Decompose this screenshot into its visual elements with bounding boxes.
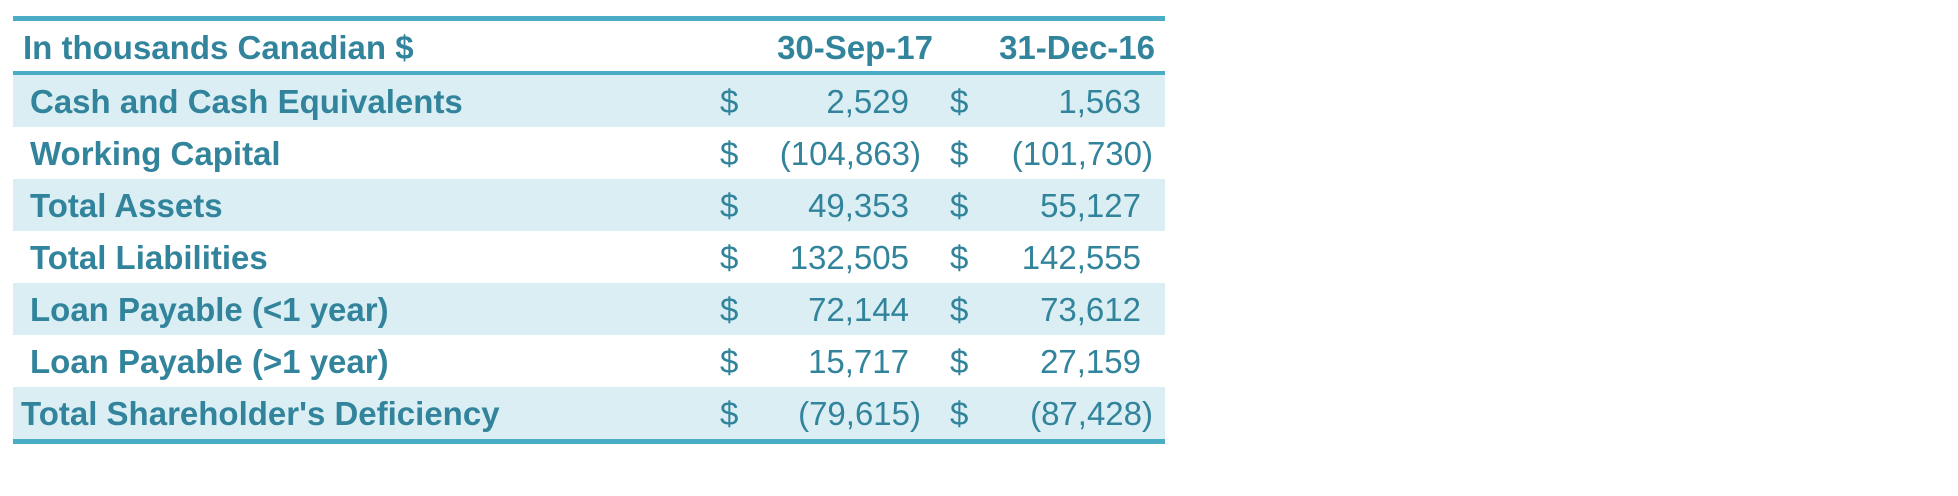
currency-symbol: $ [950,395,969,432]
value-31-dec-16: 55,127 [1040,187,1141,224]
row-label: Loan Payable (<1 year) [30,291,389,328]
value-31-dec-16: 1,563 [1058,83,1141,120]
currency-symbol: $ [720,291,739,328]
value-31-dec-16: (101,730) [1011,135,1153,172]
table-row: Total Liabilities $ 132,505 $ 142,555 [13,231,1165,283]
currency-symbol: $ [950,343,969,380]
row-label: Total Shareholder's Deficiency [21,395,500,432]
value-31-dec-16: 73,612 [1040,291,1141,328]
table-row: Loan Payable (<1 year) $ 72,144 $ 73,612 [13,283,1165,335]
header-label: In thousands Canadian $ [23,29,414,66]
currency-symbol: $ [950,291,969,328]
row-label: Cash and Cash Equivalents [30,83,463,120]
value-31-dec-16: (87,428) [1030,395,1153,432]
currency-symbol: $ [720,395,739,432]
row-label: Loan Payable (>1 year) [30,343,389,380]
financial-summary-table: In thousands Canadian $ 30-Sep-17 31-Dec… [13,16,1165,444]
table-header: In thousands Canadian $ 30-Sep-17 31-Dec… [13,21,1165,75]
currency-symbol: $ [950,83,969,120]
table-row: Cash and Cash Equivalents $ 2,529 $ 1,56… [13,75,1165,127]
value-30-sep-17: (104,863) [779,135,921,172]
header-col-31-dec-16: 31-Dec-16 [999,29,1155,66]
currency-symbol: $ [950,135,969,172]
currency-symbol: $ [720,83,739,120]
value-30-sep-17: (79,615) [798,395,921,432]
row-label: Working Capital [30,135,281,172]
currency-symbol: $ [720,187,739,224]
value-30-sep-17: 2,529 [826,83,909,120]
currency-symbol: $ [720,239,739,276]
value-30-sep-17: 132,505 [789,239,909,276]
table-row: Working Capital $ (104,863) $ (101,730) [13,127,1165,179]
header-col-30-sep-17: 30-Sep-17 [777,29,933,66]
row-label: Total Liabilities [30,239,268,276]
value-30-sep-17: 72,144 [808,291,909,328]
table-row: Total Assets $ 49,353 $ 55,127 [13,179,1165,231]
currency-symbol: $ [950,187,969,224]
value-31-dec-16: 27,159 [1040,343,1141,380]
currency-symbol: $ [720,343,739,380]
row-label: Total Assets [30,187,223,224]
currency-symbol: $ [720,135,739,172]
currency-symbol: $ [950,239,969,276]
value-30-sep-17: 49,353 [808,187,909,224]
table-row-total: Total Shareholder's Deficiency $ (79,615… [13,387,1165,439]
table-row: Loan Payable (>1 year) $ 15,717 $ 27,159 [13,335,1165,387]
value-31-dec-16: 142,555 [1021,239,1141,276]
value-30-sep-17: 15,717 [808,343,909,380]
